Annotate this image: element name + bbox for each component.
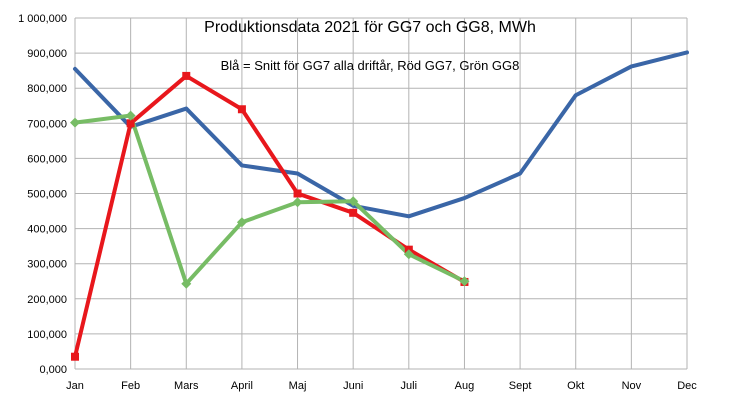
data-point-1-2: [182, 71, 191, 80]
x-tick-label: Mars: [174, 380, 199, 392]
series-line-2: [73, 113, 467, 286]
x-tick-label: Nov: [622, 380, 642, 392]
data-point-2-0: [70, 117, 80, 128]
data-point-2-1: [125, 110, 136, 121]
chart-title: Produktionsdata 2021 för GG7 och GG8, MW…: [204, 19, 536, 36]
x-tick-label: Aug: [455, 380, 475, 392]
data-point-2-7: [459, 276, 470, 287]
y-tick-label: 500,000: [27, 189, 67, 201]
data-point-2-6: [403, 249, 414, 260]
y-tick-label: 900,000: [27, 48, 67, 60]
x-axis-labels: Jan Feb Mars April Maj Juni Juli Aug Sept Okt Nov D…: [66, 380, 697, 392]
data-point-2-5: [348, 196, 359, 207]
y-tick-label: 400,000: [27, 224, 67, 236]
data-point-2-4: [292, 197, 303, 208]
data-point-1-1: [126, 119, 135, 128]
data-point-1-3: [237, 105, 246, 114]
y-tick-label: 0,000: [39, 364, 67, 376]
y-tick-label: 800,000: [27, 83, 67, 95]
chart-subtitle: Blå = Snitt för GG7 alla driftår, Röd GG…: [221, 58, 520, 73]
data-point-2-2: [181, 278, 192, 289]
x-tick-label: Feb: [121, 380, 140, 392]
y-axis-labels: 0,000 100,000 200,000 300,000 400,000 500,000…: [18, 13, 67, 376]
x-tick-label: Juni: [343, 380, 363, 392]
y-tick-label: 200,000: [27, 294, 67, 306]
y-tick-label: 600,000: [27, 153, 67, 165]
x-tick-label: April: [231, 380, 253, 392]
y-tick-label: 100,000: [27, 329, 67, 341]
x-tick-label: Sept: [509, 380, 532, 392]
series-lines: [70, 50, 689, 361]
x-tick-label: Okt: [567, 380, 584, 392]
y-tick-label: 700,000: [27, 118, 67, 130]
data-point-1-0: [71, 352, 79, 361]
data-point-2-3: [236, 217, 247, 228]
data-point-1-4: [293, 189, 302, 198]
x-tick-label: Juli: [401, 380, 418, 392]
series-line-0: [73, 50, 689, 219]
y-tick-label: 1 000,000: [18, 13, 67, 25]
x-tick-label: Maj: [289, 380, 307, 392]
x-tick-label: Jan: [66, 380, 84, 392]
gridlines: [74, 17, 688, 370]
y-tick-label: 300,000: [27, 259, 67, 271]
data-point-1-5: [349, 208, 358, 217]
x-tick-label: Dec: [677, 380, 697, 392]
